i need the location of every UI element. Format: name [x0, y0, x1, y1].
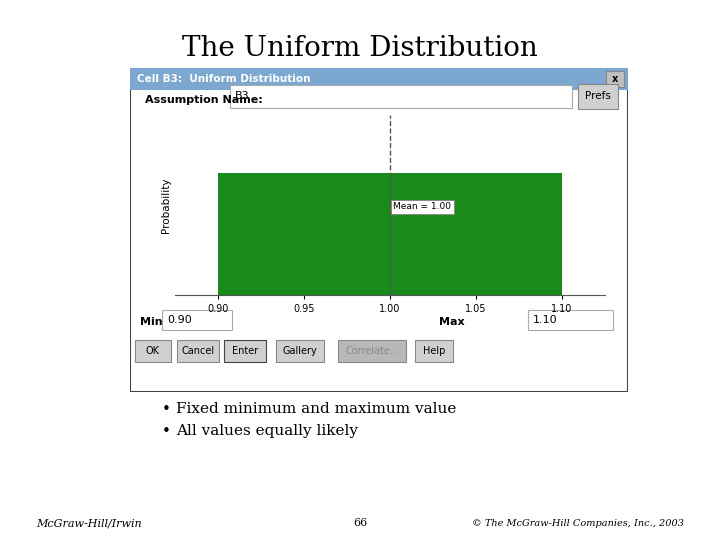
Text: Max: Max	[438, 317, 464, 327]
Text: All values equally likely: All values equally likely	[176, 424, 359, 438]
Text: 0.90: 0.90	[167, 315, 192, 325]
Y-axis label: Probability: Probability	[161, 177, 171, 233]
Text: B3: B3	[235, 91, 250, 102]
Text: •: •	[162, 402, 171, 417]
Text: Cancel: Cancel	[181, 346, 215, 356]
Bar	[162, 310, 232, 330]
Text: McGraw-Hill/Irwin: McGraw-Hill/Irwin	[36, 518, 142, 528]
Text: Min: Min	[140, 317, 163, 327]
Bar	[606, 71, 624, 87]
Text: •: •	[162, 424, 171, 439]
Text: Gallery: Gallery	[283, 346, 318, 356]
Text: 66: 66	[353, 518, 367, 528]
Text: 1.10: 1.10	[533, 315, 557, 325]
Bar	[276, 340, 324, 362]
Text: Correlate...: Correlate...	[345, 346, 399, 356]
Bar	[528, 310, 613, 330]
Text: © The McGraw-Hill Companies, Inc., 2003: © The McGraw-Hill Companies, Inc., 2003	[472, 519, 684, 528]
Bar	[130, 68, 628, 90]
Bar	[135, 340, 171, 362]
Bar	[224, 340, 266, 362]
Text: OK: OK	[146, 346, 160, 356]
Bar	[578, 84, 618, 109]
Bar	[230, 85, 572, 108]
Text: Assumption Name:: Assumption Name:	[145, 95, 263, 105]
Text: x: x	[612, 74, 618, 84]
Text: Enter: Enter	[232, 346, 258, 356]
Text: Cell B3:  Uniform Distribution: Cell B3: Uniform Distribution	[138, 74, 311, 84]
Text: The Uniform Distribution: The Uniform Distribution	[182, 35, 538, 62]
Text: Mean = 1.00: Mean = 1.00	[393, 202, 451, 211]
Bar	[415, 340, 453, 362]
Bar	[177, 340, 219, 362]
Bar	[338, 340, 406, 362]
Text: Help: Help	[423, 346, 445, 356]
Text: Fixed minimum and maximum value: Fixed minimum and maximum value	[176, 402, 456, 416]
Text: Prefs: Prefs	[585, 91, 611, 102]
